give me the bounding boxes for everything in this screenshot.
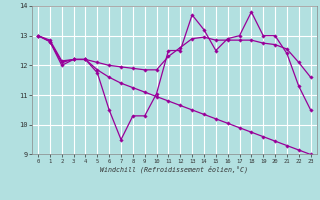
- X-axis label: Windchill (Refroidissement éolien,°C): Windchill (Refroidissement éolien,°C): [100, 165, 248, 173]
